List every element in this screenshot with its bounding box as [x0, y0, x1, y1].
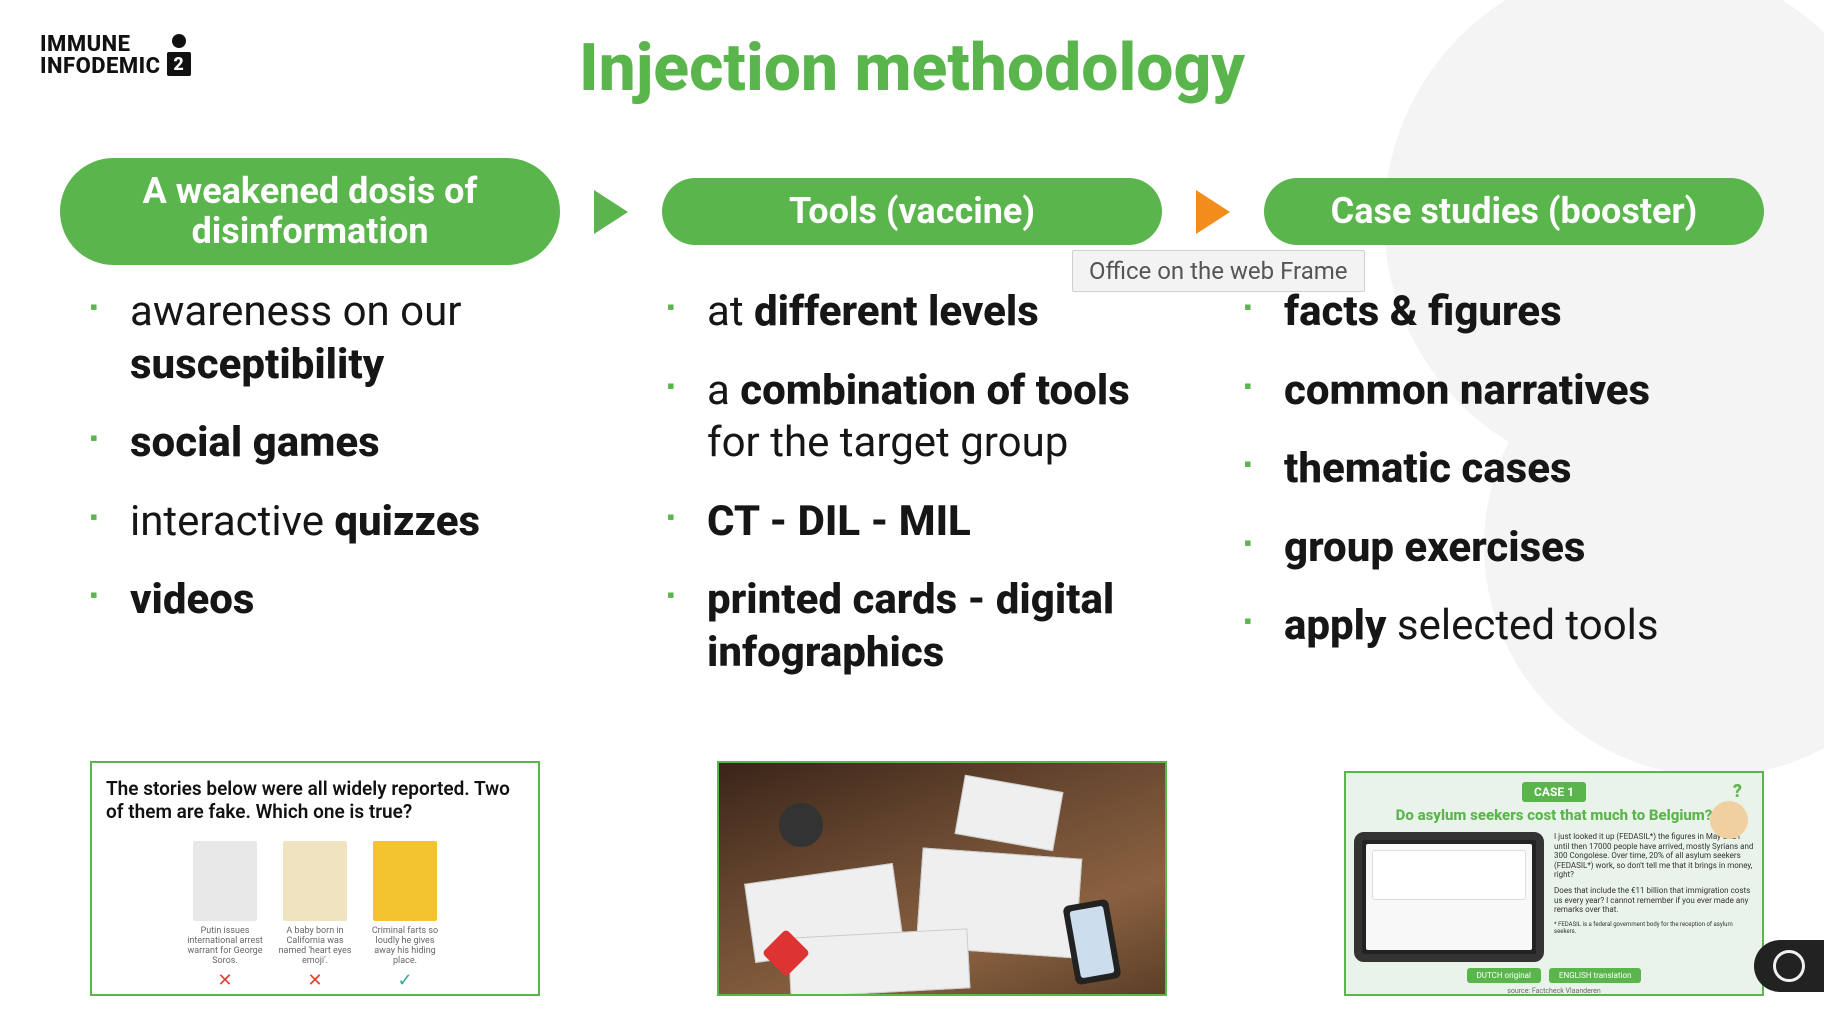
btn-english-translation: ENGLISH translation	[1549, 968, 1642, 983]
quiz-option-image	[193, 841, 257, 921]
list-item: interactive quizzes	[90, 496, 610, 549]
case-footnote: * FEDASIL is a federal government body f…	[1554, 921, 1754, 935]
x-icon: ✕	[277, 971, 353, 991]
quiz-question: The stories below were all widely report…	[106, 777, 524, 823]
question-icon: ?	[1733, 781, 1742, 802]
list-item: common narratives	[1244, 365, 1764, 418]
column-3: facts & figures common narratives themat…	[1244, 286, 1764, 705]
record-icon	[1773, 950, 1805, 982]
photo-paper	[788, 928, 971, 996]
quiz-option-image	[373, 841, 437, 921]
btn-dutch-original: DUTCH original	[1467, 968, 1541, 983]
pill-tools-vaccine: Tools (vaccine)	[662, 178, 1162, 246]
pill-row: A weakened dosis of disinformation Tools…	[60, 158, 1764, 265]
text-bold: social games	[130, 418, 380, 467]
case-text: I just looked it up (FEDASIL*) the figur…	[1554, 832, 1754, 880]
text-bold: CT - DIL - MIL	[707, 497, 971, 546]
list-item: social games	[90, 417, 610, 470]
slide: IMMUNE INFODEMIC 2 Injection methodology…	[0, 0, 1824, 1026]
text-bold: common narratives	[1284, 366, 1650, 415]
text: selected tools	[1386, 601, 1658, 650]
text-bold: printed cards - digital infographics	[707, 575, 1114, 677]
tweet-box	[1372, 850, 1526, 900]
text: interactive	[130, 497, 334, 546]
text-bold: facts & figures	[1284, 287, 1562, 336]
case-source: source: Factcheck Vlaanderen	[1354, 987, 1754, 995]
check-icon: ✓	[367, 971, 443, 991]
case-buttons: DUTCH original ENGLISH translation	[1354, 968, 1754, 983]
text: for the target group	[707, 418, 1068, 467]
text: a	[707, 366, 740, 415]
column-2: at different levels a combination of too…	[667, 286, 1187, 705]
arrow-icon	[594, 190, 628, 234]
case-text: Does that include the €11 billion that i…	[1554, 886, 1754, 915]
quiz-option-image	[283, 841, 347, 921]
avatar	[1710, 801, 1748, 839]
text-bold: different levels	[754, 287, 1039, 336]
quiz-option: A baby born in California was named 'hea…	[277, 841, 353, 990]
quiz-option-text: A baby born in California was named 'hea…	[277, 927, 353, 967]
list-item: videos	[90, 574, 610, 627]
photo-cup	[779, 803, 823, 847]
quiz-option: Putin issues international arrest warran…	[187, 841, 263, 990]
tooltip-office-frame: Office on the web Frame	[1072, 250, 1365, 292]
quiz-options: Putin issues international arrest warran…	[106, 841, 524, 990]
case-title: Do asylum seekers cost that much to Belg…	[1354, 806, 1754, 824]
text-bold: susceptibility	[130, 340, 384, 389]
arrow-icon	[1196, 190, 1230, 234]
list-item: awareness on our susceptibility	[90, 286, 610, 391]
list-item: apply selected tools	[1244, 600, 1764, 653]
text-bold: group exercises	[1284, 523, 1585, 572]
list-item: printed cards - digital infographics	[667, 574, 1187, 679]
pill-case-studies-booster: Case studies (booster)	[1264, 178, 1764, 246]
x-icon: ✕	[187, 971, 263, 991]
list-item: CT - DIL - MIL	[667, 496, 1187, 549]
quiz-option: Criminal farts so loudly he gives away h…	[367, 841, 443, 990]
case-row: I just looked it up (FEDASIL*) the figur…	[1354, 832, 1754, 962]
list-item: group exercises	[1244, 522, 1764, 575]
case-label: CASE 1	[1522, 782, 1586, 802]
tablet-illustration	[1354, 832, 1544, 962]
slide-title: Injection methodology	[0, 30, 1824, 107]
text: awareness on our	[130, 287, 462, 336]
quiz-option-text: Putin issues international arrest warran…	[187, 927, 263, 967]
text-bold: apply	[1284, 601, 1386, 650]
thumbnail-case-study: ? CASE 1 Do asylum seekers cost that muc…	[1344, 771, 1764, 996]
text-bold: quizzes	[334, 497, 480, 546]
column-1: awareness on our susceptibility social g…	[90, 286, 610, 705]
text-bold: videos	[130, 575, 254, 624]
text-bold: combination of tools	[740, 366, 1129, 415]
columns: awareness on our susceptibility social g…	[90, 286, 1764, 705]
thumbnail-quiz: The stories below were all widely report…	[90, 761, 540, 996]
record-button[interactable]	[1754, 940, 1824, 992]
list-item: a combination of tools for the target gr…	[667, 365, 1187, 470]
list-item: at different levels	[667, 286, 1187, 339]
list-item: thematic cases	[1244, 443, 1764, 496]
pill-weakened-dosis: A weakened dosis of disinformation	[60, 158, 560, 265]
list-item: facts & figures	[1244, 286, 1764, 339]
text-bold: thematic cases	[1284, 444, 1572, 493]
quiz-option-text: Criminal farts so loudly he gives away h…	[367, 927, 443, 967]
thumbnail-workshop-photo	[717, 761, 1167, 996]
case-text-column: I just looked it up (FEDASIL*) the figur…	[1554, 832, 1754, 962]
text: at	[707, 287, 754, 336]
thumbnail-row: The stories below were all widely report…	[90, 761, 1764, 996]
